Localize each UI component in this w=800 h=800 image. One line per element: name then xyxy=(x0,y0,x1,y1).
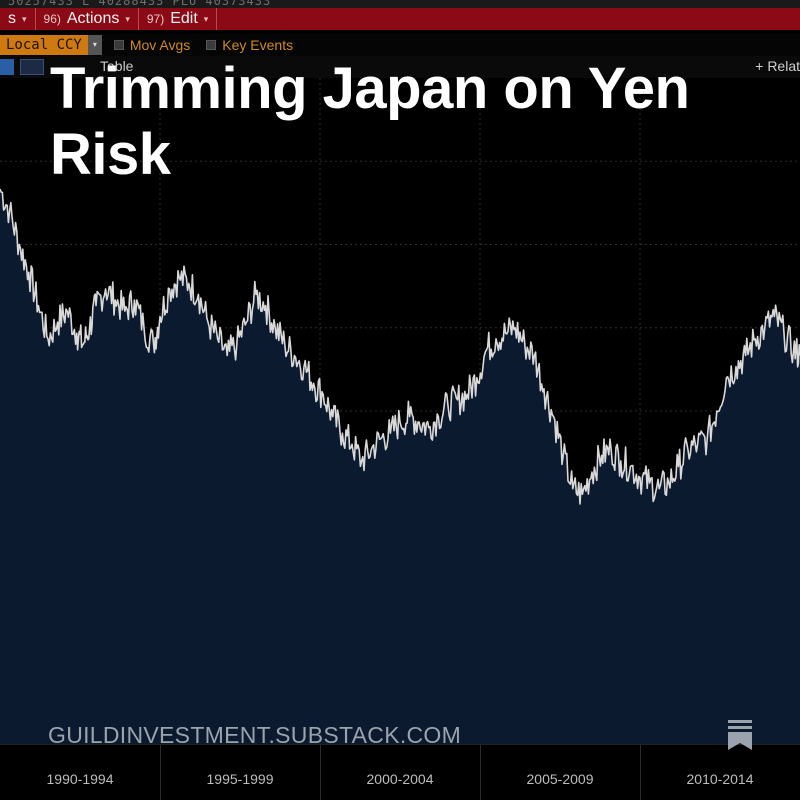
ticker-bar: 50257433 L 40288433 PLU 40373433 xyxy=(0,0,800,8)
dropdown-icon[interactable]: ▾ xyxy=(87,35,102,55)
menu-item-edit[interactable]: 97) Edit ▾ xyxy=(139,8,218,30)
options-bar: Local CCY ▾ Mov Avgs Key Events xyxy=(0,34,800,56)
bookmark-icon[interactable] xyxy=(727,719,753,751)
chart-type-button[interactable] xyxy=(0,59,14,75)
line-chart-icon[interactable] xyxy=(20,59,44,75)
series-area xyxy=(0,189,800,744)
menu-number: 97) xyxy=(146,12,165,26)
menu-item-actions[interactable]: 96) Actions ▾ xyxy=(36,8,139,30)
ticker-text: 50257433 L 40288433 PLU 40373433 xyxy=(8,0,272,8)
footer-site[interactable]: GUILDINVESTMENT.SUBSTACK.COM xyxy=(48,722,462,748)
x-tick-separator xyxy=(640,745,641,800)
caret-icon: ▾ xyxy=(125,13,130,24)
series-line xyxy=(0,188,800,505)
menu-item-0[interactable]: s ▾ xyxy=(0,8,36,30)
chart-toolbar: Table + Relat xyxy=(0,56,800,78)
menu-label: Actions xyxy=(66,10,120,27)
relative-button[interactable]: + Relat xyxy=(755,58,800,74)
x-tick-separator xyxy=(160,745,161,800)
option-label: Key Events xyxy=(222,37,294,53)
x-tick-label: 2005-2009 xyxy=(526,771,594,787)
option-mov-avgs[interactable]: Mov Avgs xyxy=(113,37,191,53)
x-axis: 1990-1994 1995-1999 2000-2004 2005-2009 2010… xyxy=(0,744,800,800)
option-label: Mov Avgs xyxy=(129,37,191,53)
option-key-events[interactable]: Key Events xyxy=(206,37,293,53)
checkbox[interactable] xyxy=(113,40,124,50)
caret-icon: ▾ xyxy=(22,13,27,24)
x-tick-label: 2010-2014 xyxy=(686,771,754,787)
menu-number: 96) xyxy=(43,12,61,26)
x-tick-separator xyxy=(480,745,481,800)
currency-select[interactable]: Local CCY xyxy=(0,35,88,55)
menu-label: Edit xyxy=(170,10,198,27)
x-tick-label: 1995-1999 xyxy=(206,771,274,787)
menu-bar: s ▾ 96) Actions ▾ 97) Edit ▾ xyxy=(0,8,800,30)
page-title: Trimming Japan on Yen Risk xyxy=(50,56,690,187)
x-tick-label: 1990-1994 xyxy=(46,771,114,787)
checkbox[interactable] xyxy=(206,40,217,50)
menu-label: s xyxy=(8,10,16,27)
x-tick-label: 2000-2004 xyxy=(366,771,434,787)
price-chart xyxy=(0,78,800,744)
x-tick-separator xyxy=(320,745,321,800)
caret-icon: ▾ xyxy=(203,13,209,24)
table-button[interactable]: Table xyxy=(100,58,134,74)
